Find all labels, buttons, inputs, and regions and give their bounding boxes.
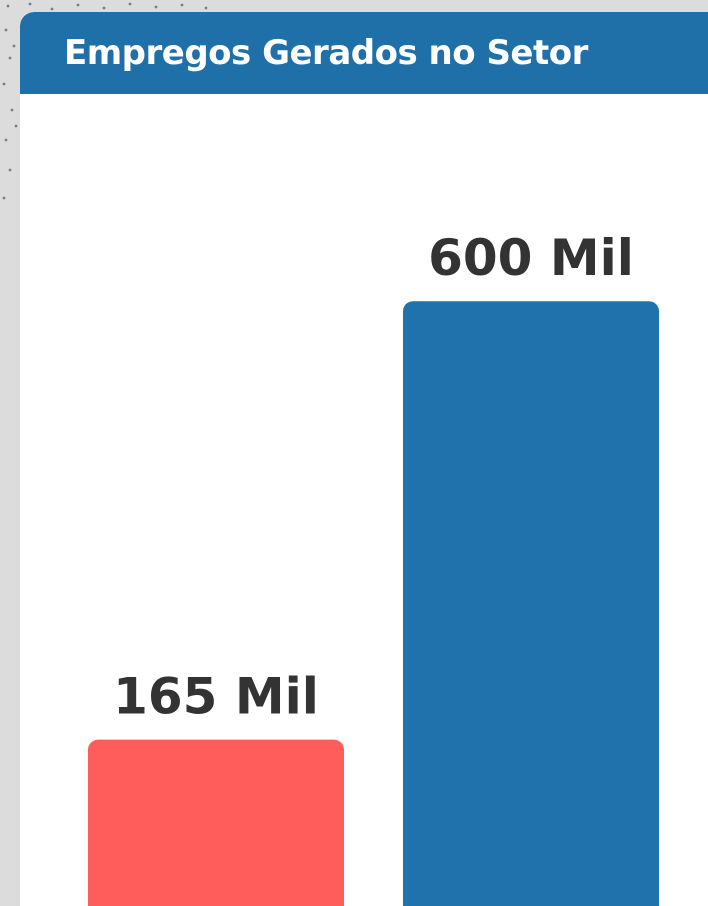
background-dot [4, 138, 8, 142]
background-dot [8, 56, 12, 60]
background-dot [14, 124, 18, 128]
chart-header: Empregos Gerados no Setor [20, 12, 708, 94]
background-dot [102, 6, 106, 10]
background-dot [76, 3, 80, 7]
background-dot [180, 3, 184, 7]
background-dot [2, 196, 6, 200]
bar-value-label-1: 165 Mil [113, 668, 319, 726]
background-dot [2, 82, 6, 86]
background-dot [4, 28, 8, 32]
background-dot [50, 7, 54, 11]
bar-1 [88, 739, 344, 906]
background-dot [10, 108, 14, 112]
bar-value-label-2: 600 Mil [428, 229, 634, 287]
background-dot [128, 2, 132, 6]
background-dot [8, 168, 12, 172]
background-dot [204, 6, 208, 10]
background-dot [6, 4, 10, 8]
background-dot [28, 2, 32, 6]
bar-2 [403, 301, 659, 906]
chart-title: Empregos Gerados no Setor [64, 33, 588, 73]
background-dot [154, 5, 158, 9]
background-dot [12, 44, 16, 48]
